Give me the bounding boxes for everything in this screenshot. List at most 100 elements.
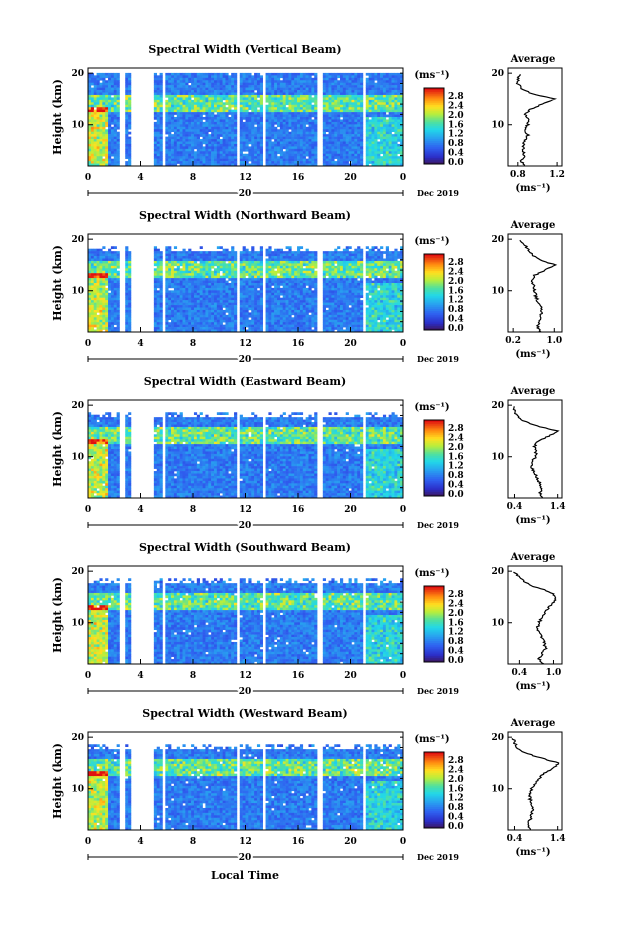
- heatmap-cell: [196, 314, 200, 318]
- heatmap-cell: [216, 256, 221, 259]
- heatmap-cell: [225, 148, 229, 152]
- heatmap-cell: [156, 156, 160, 159]
- heatmap-cell: [176, 280, 180, 284]
- heatmap-cell: [225, 102, 229, 106]
- heatmap-cell: [214, 295, 218, 298]
- heatmap-cell: [99, 265, 103, 269]
- heatmap-cell: [259, 112, 263, 115]
- heatmap-cell: [199, 329, 203, 333]
- heatmap-cell: [314, 75, 318, 79]
- heatmap-cell: [116, 114, 120, 118]
- heatmap-cell: [199, 307, 203, 311]
- heatmap-cell: [400, 131, 404, 135]
- heatmap-cell: [354, 163, 358, 167]
- heatmap-cell: [116, 82, 120, 86]
- heatmap-cell: [234, 290, 238, 294]
- heatmap-cell: [125, 112, 129, 115]
- heatmap-cell: [271, 80, 275, 83]
- heatmap-cell: [294, 75, 298, 79]
- heatmap-cell: [185, 141, 189, 145]
- heatmap-cell: [208, 161, 212, 164]
- heatmap-cell: [311, 119, 315, 123]
- heatmap-cell: [334, 126, 338, 130]
- heatmap-cell: [328, 87, 332, 91]
- heatmap-cell: [199, 305, 203, 308]
- heatmap-cell: [96, 94, 100, 98]
- heatmap-cell: [102, 97, 106, 101]
- heatmap-cell: [228, 87, 232, 91]
- heatmap-cell: [242, 107, 246, 110]
- heatmap-cell: [165, 121, 169, 125]
- heatmap-cell: [397, 92, 401, 96]
- heatmap-cell: [328, 158, 332, 162]
- heatmap-cell: [99, 258, 103, 262]
- heatmap-cell: [351, 85, 355, 88]
- heatmap-cell: [388, 158, 392, 162]
- heatmap-cell: [391, 87, 395, 91]
- heatmap-cell: [225, 263, 229, 267]
- heatmap-cell: [208, 163, 212, 167]
- heatmap-cell: [222, 317, 226, 321]
- heatmap-cell: [254, 117, 258, 120]
- panel-title: Spectral Width (Northward Beam): [139, 209, 351, 222]
- heatmap-cell: [176, 75, 180, 79]
- heatmap-cell: [96, 143, 100, 147]
- heatmap-cell: [182, 258, 186, 262]
- heatmap-cell: [113, 297, 117, 301]
- heatmap-cell: [222, 85, 226, 88]
- heatmap-cell: [351, 134, 355, 137]
- heatmap-cell: [153, 260, 158, 264]
- heatmap-cell: [394, 146, 398, 150]
- heatmap-cell: [99, 161, 103, 164]
- heatmap-cell: [251, 141, 255, 145]
- heatmap-cell: [196, 309, 200, 313]
- heatmap-cell: [99, 153, 103, 157]
- heatmap-cell: [159, 141, 163, 145]
- heatmap-cell: [368, 141, 372, 145]
- colorbar-swatch: [424, 143, 444, 146]
- heatmap-cell: [96, 285, 100, 289]
- heatmap-cell: [382, 117, 387, 120]
- heatmap-cell: [128, 151, 132, 155]
- heatmap-cell: [96, 268, 100, 272]
- heatmap-cell: [179, 141, 183, 145]
- heatmap-cell: [225, 119, 229, 123]
- heatmap-cell: [96, 300, 100, 303]
- heatmap-cell: [199, 158, 203, 162]
- heatmap-cell: [159, 312, 163, 316]
- heatmap-cell: [234, 302, 238, 306]
- heatmap-cell: [159, 129, 163, 132]
- heatmap-cell: [256, 141, 261, 145]
- heatmap-cell: [108, 283, 112, 286]
- heatmap-cell: [176, 139, 180, 142]
- heatmap-cell: [93, 302, 97, 306]
- heatmap-cell: [299, 151, 304, 155]
- y-axis-label: Height (km): [51, 79, 64, 155]
- heatmap-cell: [216, 268, 221, 272]
- heatmap-cell: [105, 312, 109, 316]
- heatmap-cell: [99, 109, 103, 113]
- heatmap-cell: [225, 114, 229, 118]
- heatmap-cell: [165, 161, 169, 164]
- heatmap-cell: [216, 280, 221, 284]
- heatmap-cell: [397, 85, 401, 88]
- heatmap-cell: [351, 75, 355, 79]
- heatmap-cell: [185, 260, 189, 264]
- heatmap-cell: [345, 104, 349, 108]
- heatmap-cell: [90, 309, 95, 313]
- heatmap-cell: [116, 124, 120, 128]
- heatmap-cell: [96, 322, 100, 325]
- heatmap-cell: [377, 97, 381, 101]
- heatmap-cell: [199, 317, 203, 321]
- heatmap-cell: [351, 97, 355, 101]
- heatmap-cell: [108, 117, 112, 120]
- heatmap-cell: [153, 300, 158, 303]
- heatmap-cell: [211, 72, 215, 76]
- heatmap-cell: [153, 92, 158, 96]
- heatmap-cell: [357, 143, 361, 147]
- heatmap-cell: [371, 139, 375, 142]
- heatmap-cell: [108, 119, 112, 123]
- heatmap-cell: [239, 148, 243, 152]
- heatmap-cell: [288, 121, 292, 125]
- heatmap-cell: [365, 82, 369, 86]
